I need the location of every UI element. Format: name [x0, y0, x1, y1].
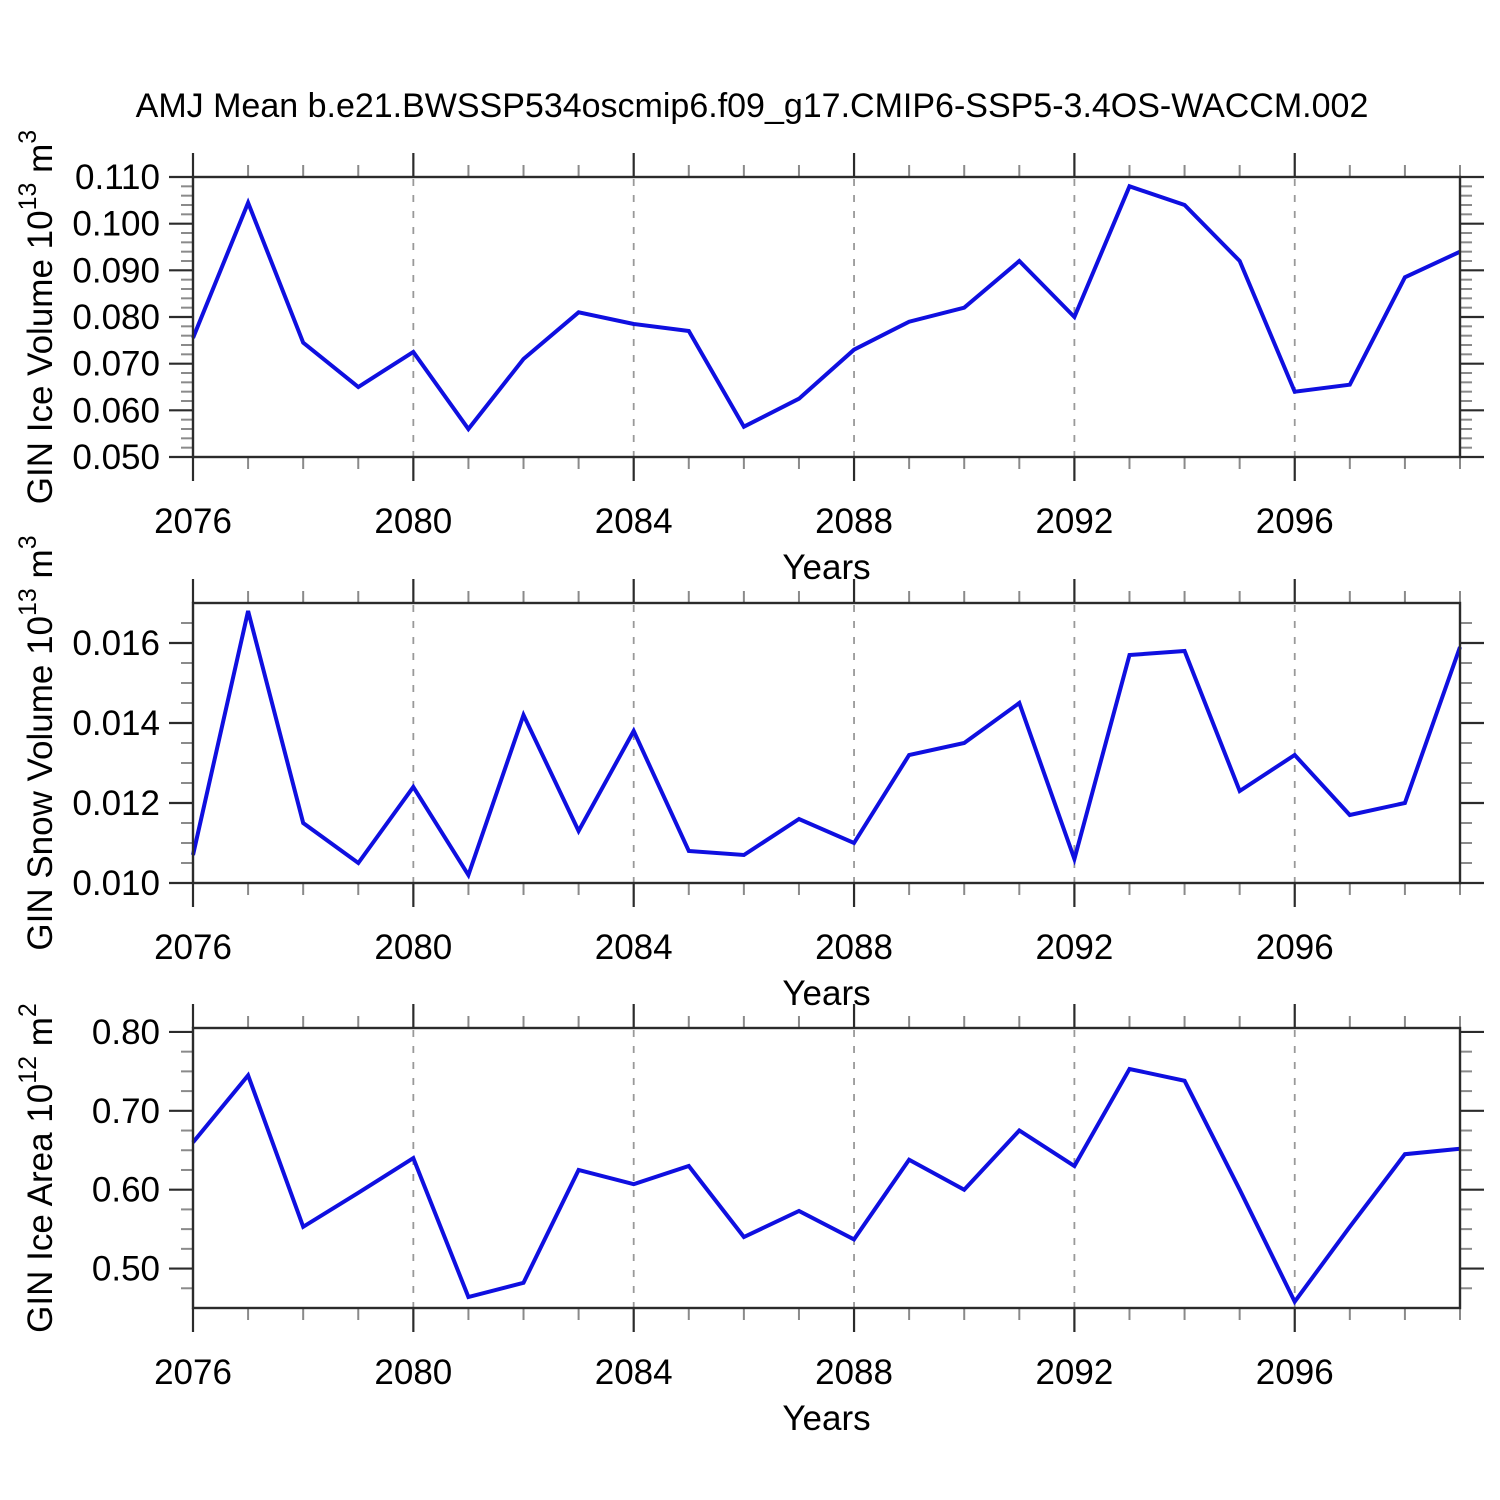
- x-tick-label-2080: 2080: [374, 1353, 452, 1392]
- figure-title: AMJ Mean b.e21.BWSSP534oscmip6.f09_g17.C…: [136, 87, 1369, 125]
- panel-frame-gin-ice-volume: [191, 175, 1462, 459]
- y-axis-label-gin-ice-area: GIN Ice Area 1012 m2: [14, 1003, 60, 1333]
- y-tick-label-gin-ice-area: 0.60: [92, 1171, 160, 1210]
- y-tick-label-gin-ice-area: 0.50: [92, 1250, 160, 1289]
- panels-group: 0.050 0.060 0.070 0.080 0.090 0.100 0.110 2076 2…: [14, 130, 1484, 1438]
- x-tick-label-2076: 2076: [154, 1353, 232, 1392]
- x-tick-label-2088: 2088: [815, 502, 893, 541]
- y-tick-label-gin-ice-volume: 0.100: [72, 205, 160, 244]
- x-tick-label-2088: 2088: [815, 928, 893, 967]
- y-tick-label-gin-ice-volume: 0.090: [72, 251, 160, 290]
- y-tick-label-gin-snow-volume: 0.012: [72, 784, 160, 823]
- panel-frame-gin-snow-volume: [191, 601, 1462, 885]
- x-tick-label-2084: 2084: [595, 1353, 673, 1392]
- x-tick-label-2096: 2096: [1256, 502, 1334, 541]
- x-tick-label-2096: 2096: [1256, 1353, 1334, 1392]
- y-axis-label-gin-snow-volume: GIN Snow Volume 1013 m3: [14, 535, 60, 950]
- y-axis-label-gin-ice-volume: GIN Ice Volume 1013 m3: [14, 130, 60, 504]
- x-axis-label-gin-snow-volume: Years: [782, 974, 870, 1013]
- panel-gin-snow-volume: 0.010 0.012 0.014 0.016 2076 2080 2084 2088 2092…: [14, 535, 1484, 1013]
- x-axis-label-gin-ice-volume: Years: [782, 548, 870, 587]
- x-tick-label-2092: 2092: [1035, 1353, 1113, 1392]
- y-tick-label-gin-snow-volume: 0.010: [72, 864, 160, 903]
- y-tick-label-gin-ice-volume: 0.060: [72, 391, 160, 430]
- series-line-gin-ice-area: [191, 1066, 1461, 1306]
- x-tick-label-2076: 2076: [154, 502, 232, 541]
- y-tick-label-gin-ice-area: 0.70: [92, 1092, 160, 1131]
- panel-frame-gin-ice-area: [191, 1026, 1462, 1310]
- x-tick-label-2080: 2080: [374, 502, 452, 541]
- panel-gin-ice-area: 0.50 0.60 0.70 0.80 2076 2080 2084 2088 2092 2096…: [14, 1003, 1484, 1438]
- x-tick-label-2080: 2080: [374, 928, 452, 967]
- x-tick-label-2088: 2088: [815, 1353, 893, 1392]
- y-tick-label-gin-ice-volume: 0.070: [72, 345, 160, 384]
- y-tick-label-gin-ice-volume: 0.110: [75, 158, 160, 197]
- y-tick-label-gin-snow-volume: 0.014: [72, 704, 160, 743]
- x-tick-label-2076: 2076: [154, 928, 232, 967]
- y-tick-label-gin-ice-area: 0.80: [92, 1013, 160, 1052]
- y-tick-label-gin-ice-volume: 0.080: [72, 298, 160, 337]
- x-axis-label-gin-ice-area: Years: [782, 1399, 870, 1438]
- x-tick-label-2084: 2084: [595, 502, 673, 541]
- series-line-gin-ice-volume: [191, 183, 1461, 433]
- series-line-gin-snow-volume: [191, 610, 1462, 880]
- x-tick-label-2096: 2096: [1256, 928, 1334, 967]
- panel-gin-ice-volume: 0.050 0.060 0.070 0.080 0.090 0.100 0.110 2076 2…: [14, 130, 1484, 587]
- y-tick-label-gin-snow-volume: 0.016: [72, 624, 160, 663]
- y-tick-label-gin-ice-volume: 0.050: [72, 438, 160, 477]
- x-tick-label-2092: 2092: [1035, 502, 1113, 541]
- x-tick-label-2092: 2092: [1035, 928, 1113, 967]
- x-tick-label-2084: 2084: [595, 928, 673, 967]
